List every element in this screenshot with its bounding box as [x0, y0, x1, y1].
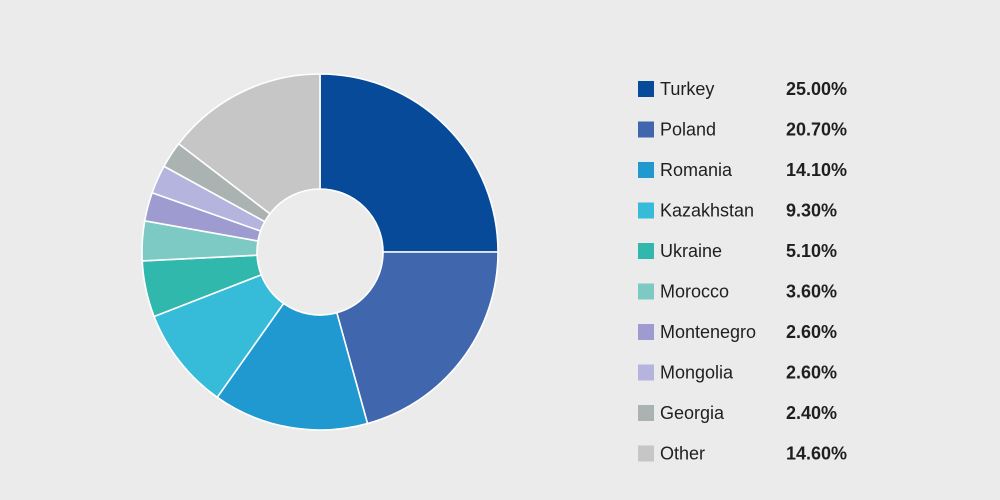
legend-value: 2.60% [786, 322, 837, 342]
legend-item-poland: Poland 20.70% [638, 120, 847, 140]
legend-value: 14.60% [786, 444, 847, 464]
legend-value: 3.60% [786, 282, 837, 302]
legend-swatch [638, 202, 654, 219]
legend-item-ukraine: Ukraine 5.10% [638, 241, 837, 261]
legend-value: 2.40% [786, 403, 837, 423]
legend-label: Montenegro [660, 322, 756, 342]
legend-item-romania: Romania 14.10% [638, 160, 847, 180]
legend-label: Mongolia [660, 363, 734, 383]
legend-value: 9.30% [786, 201, 837, 221]
legend-value: 5.10% [786, 241, 837, 261]
legend-item-georgia: Georgia 2.40% [638, 403, 837, 423]
legend-value: 20.70% [786, 120, 847, 140]
legend-item-mongolia: Mongolia 2.60% [638, 363, 837, 383]
legend-swatch [638, 81, 654, 97]
legend-swatch [638, 364, 654, 381]
slice-romania [216, 302, 369, 431]
slice-poland [335, 251, 499, 425]
legend-swatch [638, 162, 654, 178]
slice-turkey [319, 73, 499, 253]
legend-swatch [638, 243, 654, 259]
legend-label: Poland [660, 120, 716, 140]
legend-label: Morocco [660, 282, 729, 302]
slice-other [177, 73, 321, 215]
legend-label: Romania [660, 160, 733, 180]
legend-swatch [638, 121, 654, 138]
legend-label: Ukraine [660, 241, 722, 261]
legend-value: 25.00% [786, 79, 847, 99]
legend-swatch [638, 445, 654, 462]
legend-label: Georgia [660, 403, 725, 423]
legend-item-other: Other 14.60% [638, 444, 847, 464]
legend-label: Kazakhstan [660, 201, 754, 221]
legend-swatch [638, 324, 654, 340]
legend-label: Other [660, 444, 705, 464]
legend-item-turkey: Turkey 25.00% [638, 79, 847, 99]
legend-value: 2.60% [786, 363, 837, 383]
legend-item-morocco: Morocco 3.60% [638, 282, 837, 302]
legend: Turkey 25.00% Poland 20.70% Romania 14.10% Kaz… [638, 79, 847, 464]
legend-value: 14.10% [786, 160, 847, 180]
donut-slices [141, 73, 499, 431]
legend-item-kazakhstan: Kazakhstan 9.30% [638, 201, 837, 221]
legend-swatch [638, 405, 654, 421]
legend-label: Turkey [660, 79, 714, 99]
legend-swatch [638, 283, 654, 300]
legend-item-montenegro: Montenegro 2.60% [638, 322, 837, 342]
